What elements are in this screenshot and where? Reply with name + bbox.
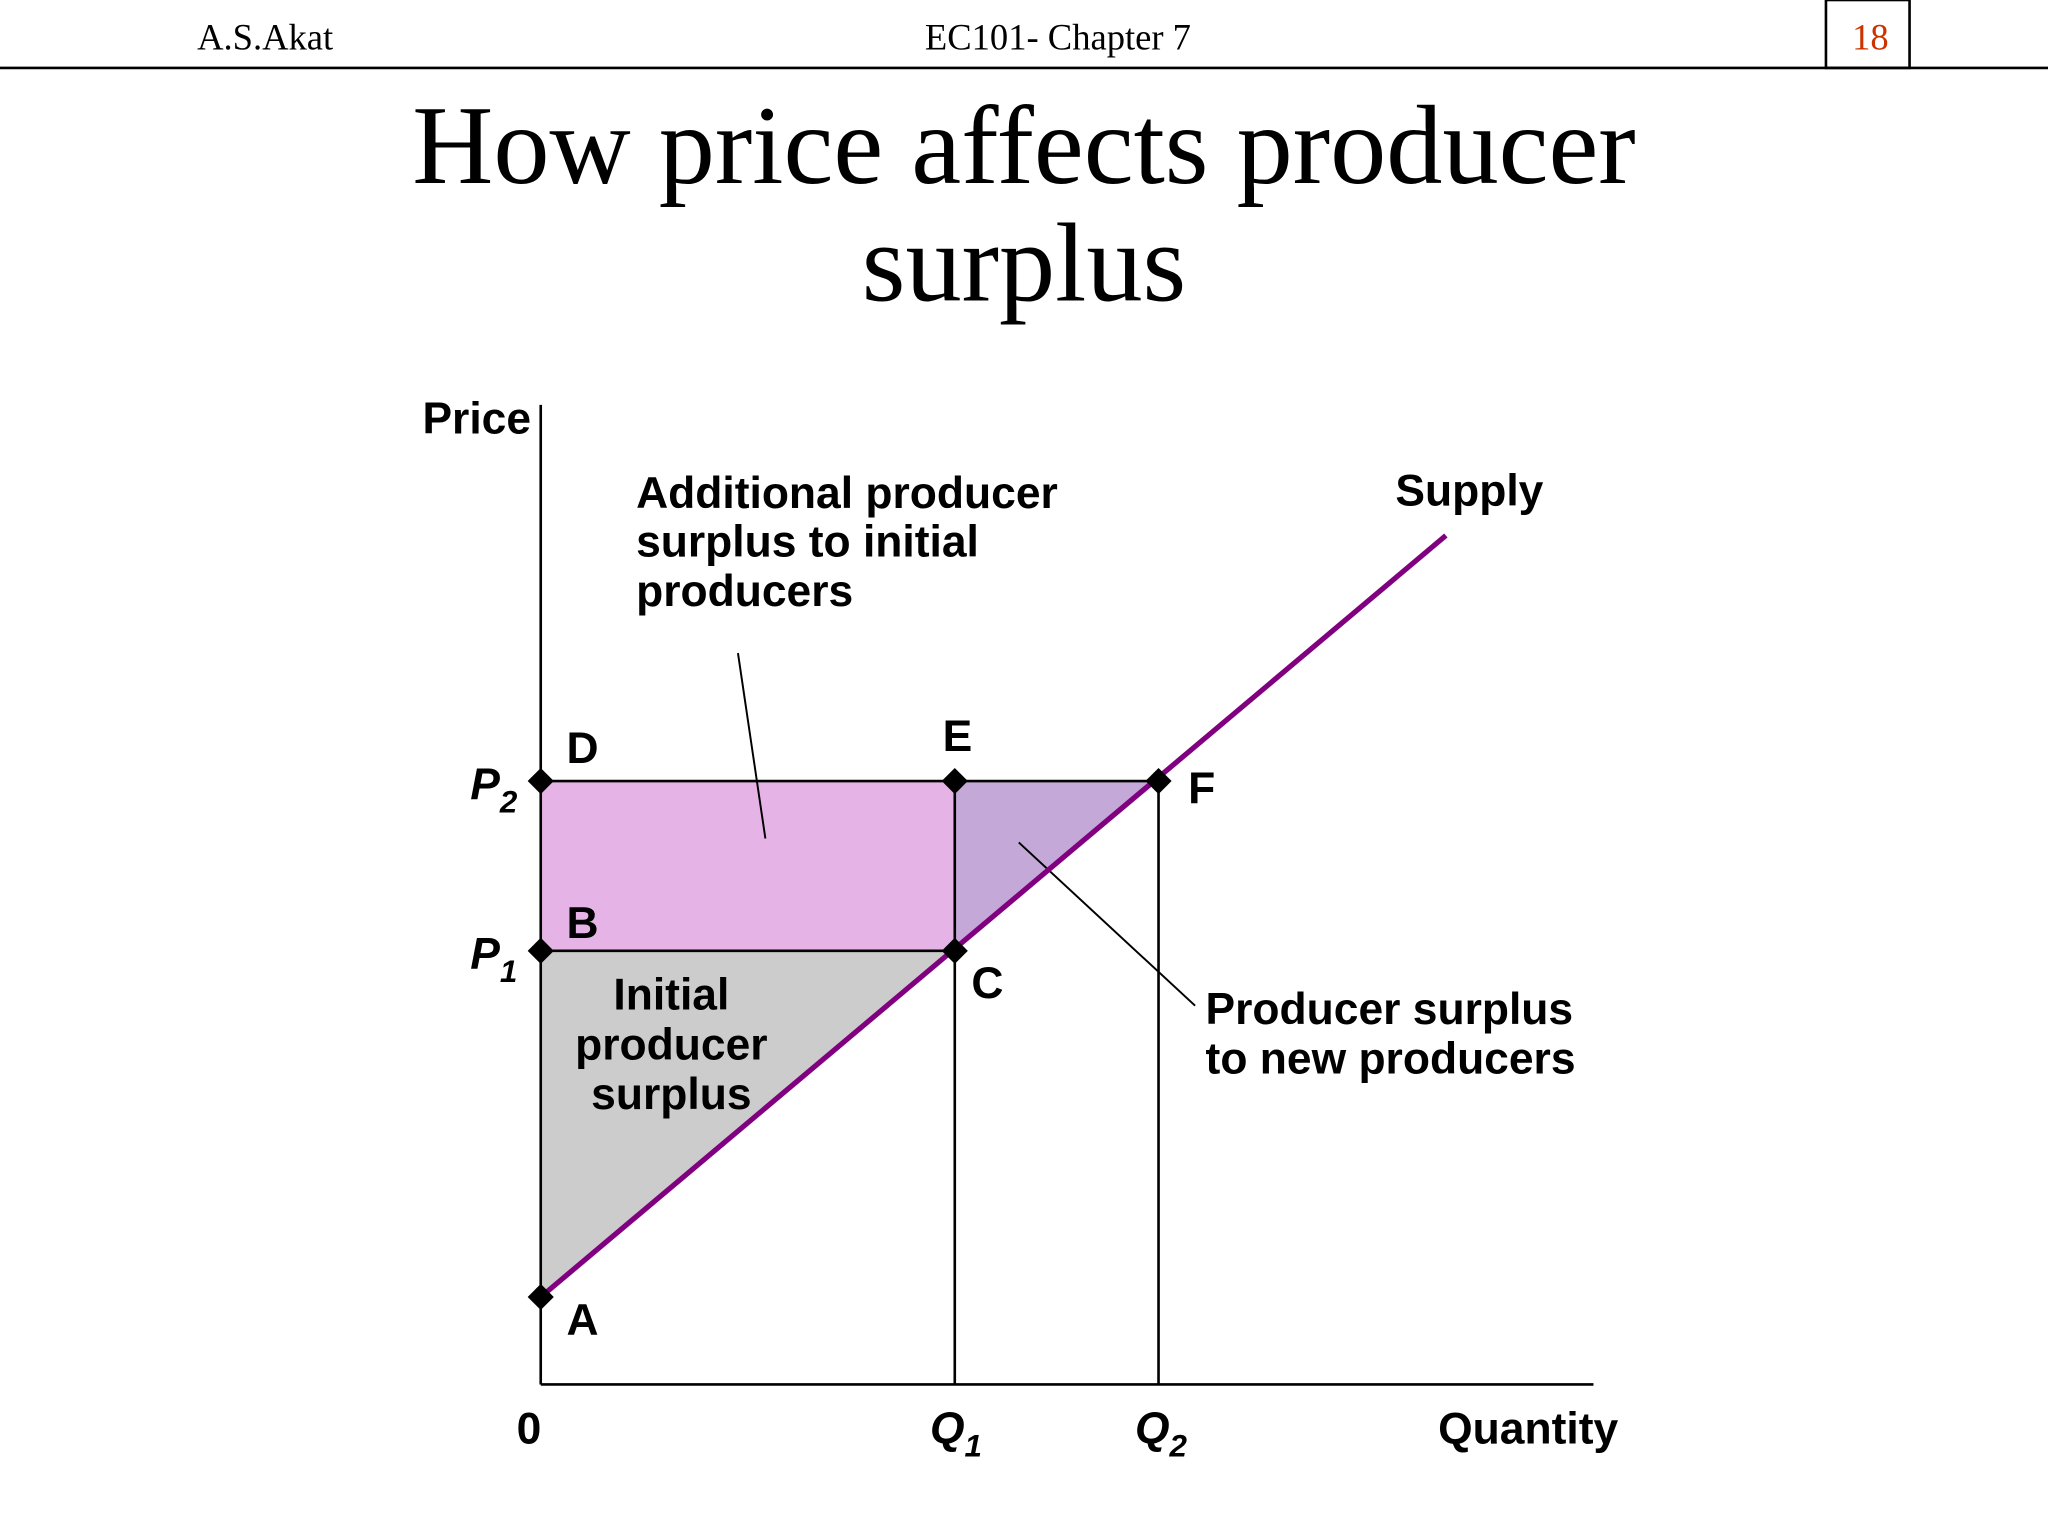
curve-label: Supply (1395, 466, 1543, 515)
supply-curve (539, 533, 1448, 1299)
subscript: 2 (499, 784, 518, 819)
y-axis-label: Price (422, 395, 531, 444)
quantity-label: Q1 (930, 1404, 982, 1463)
letter: Q (1135, 1404, 1170, 1453)
point-label: A (566, 1296, 598, 1345)
annotation-line: surplus to initial (636, 517, 979, 566)
point-label: F (1188, 764, 1215, 813)
quantity-label: Q2 (1135, 1404, 1188, 1463)
guides (539, 404, 1594, 1386)
point (941, 768, 968, 795)
point-label: B (566, 899, 598, 948)
point (1145, 768, 1172, 795)
course: EC101- Chapter 7 (925, 17, 1191, 58)
price-label: P1 (470, 930, 517, 989)
annotation-line: producer (575, 1020, 767, 1069)
origin-label: 0 (517, 1404, 542, 1453)
title-line: surplus (862, 201, 1187, 325)
title-line: How price affects producer (412, 84, 1635, 208)
annotation-line: Initial (613, 971, 729, 1020)
additional-surplus-area (540, 781, 955, 951)
subscript: 1 (964, 1428, 981, 1463)
pointer (1018, 841, 1196, 1007)
x-axis-label: Quantity (1438, 1404, 1618, 1453)
point (527, 937, 554, 964)
point-label: C (971, 959, 1003, 1008)
labels: Price Quantity 0 Supply A B C D E F P2 P… (422, 395, 1618, 1464)
annotation-line: producers (636, 567, 853, 616)
letter: P (470, 760, 500, 809)
page-number: 18 (1852, 17, 1889, 58)
letter: P (470, 930, 500, 979)
points (527, 768, 1172, 1311)
annotation-line: surplus (591, 1070, 751, 1119)
letter: Q (930, 1404, 965, 1453)
pointer (736, 652, 767, 839)
annotation-line: Producer surplus (1206, 985, 1574, 1034)
point-label: E (943, 712, 973, 761)
price-label: P2 (470, 760, 518, 819)
page-box (1824, 0, 1911, 70)
subscript: 1 (500, 954, 517, 989)
point (527, 1283, 554, 1311)
point (527, 768, 554, 795)
point-label: D (566, 724, 598, 773)
author: A.S.Akat (197, 17, 333, 58)
subscript: 2 (1169, 1428, 1188, 1463)
annotation-line: Additional producer (636, 469, 1058, 518)
point (941, 937, 968, 964)
annotation-line: to new producers (1206, 1035, 1576, 1084)
